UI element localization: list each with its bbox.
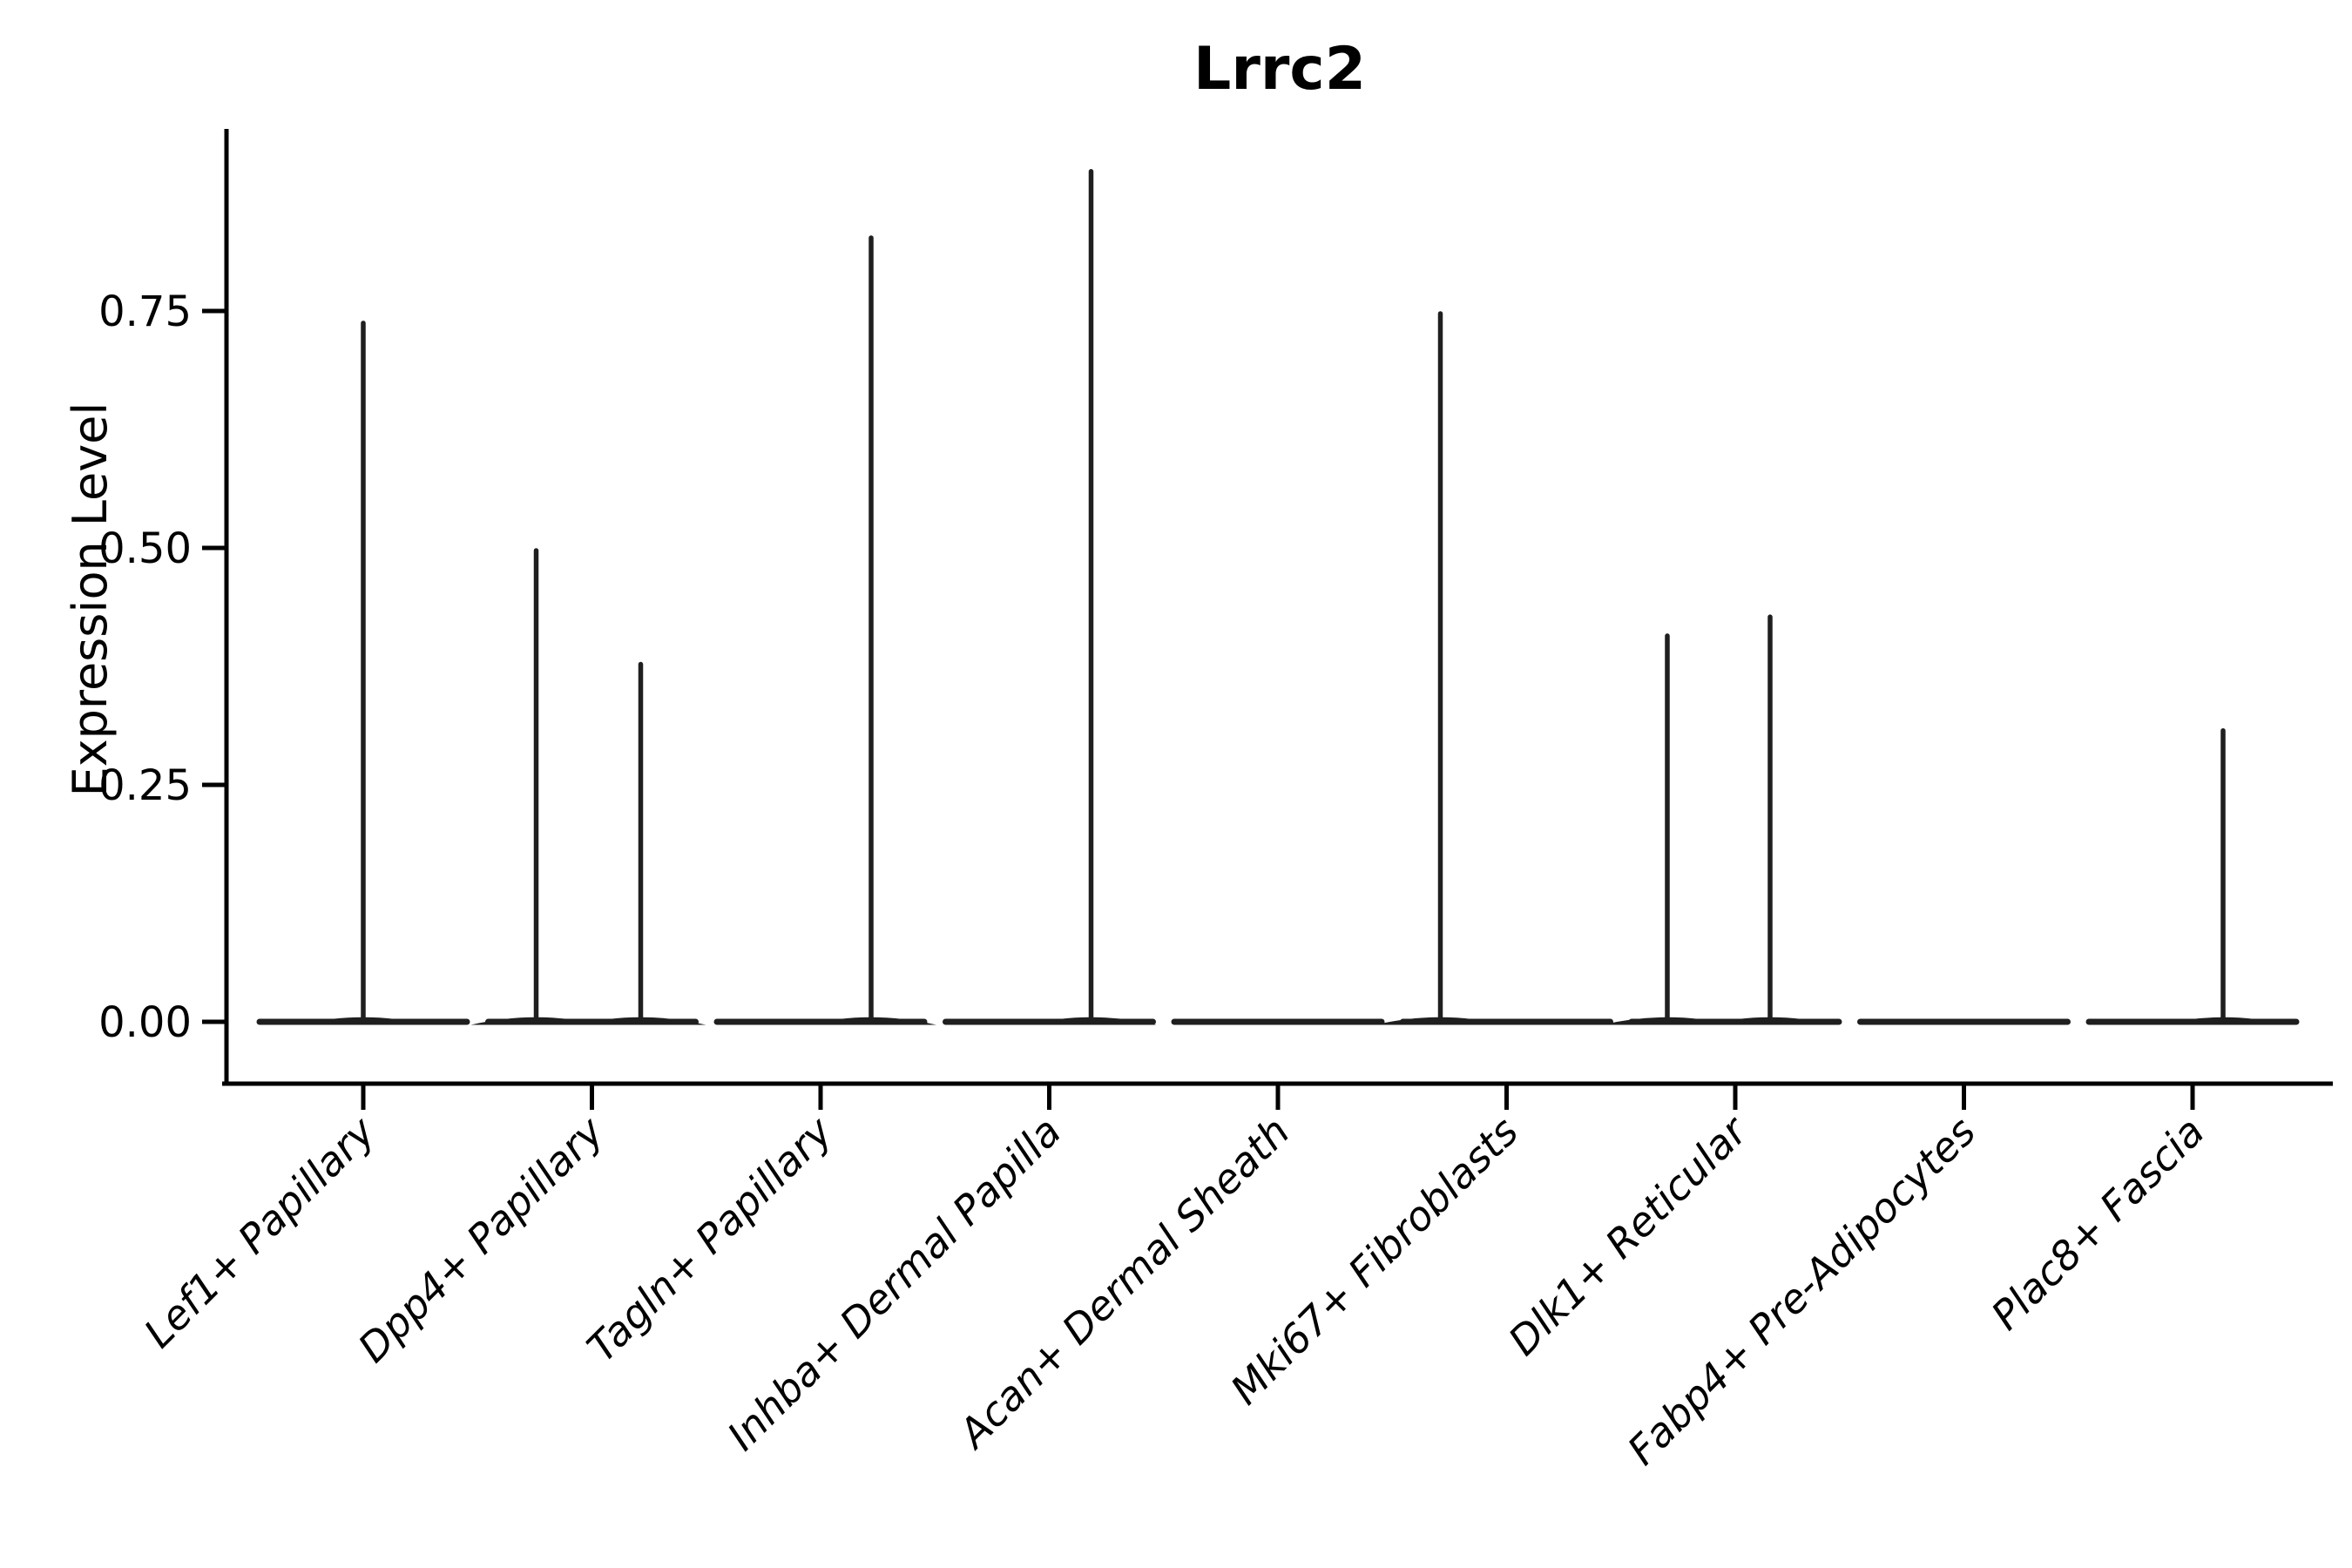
violin-4 (943, 169, 1157, 1025)
y-axis-ticks: 0.00 0.25 0.50 0.75 (98, 287, 225, 1047)
violins-layer (256, 169, 2300, 1025)
y-tick-label: 0.75 (98, 287, 192, 336)
violin-7 (1602, 614, 1842, 1025)
violin-6 (1375, 311, 1613, 1025)
violin-9 (2085, 727, 2300, 1025)
y-tick-label: 0.50 (98, 524, 192, 573)
x-tick-label-3: Tagln+ Papillary (578, 1107, 841, 1371)
x-tick-label-2: Dpp4+ Papillary (349, 1107, 613, 1371)
x-tick-label-9: Plac8+ Fascia (1982, 1108, 2213, 1339)
chart-title: Lrrc2 (1193, 35, 1366, 104)
violin-2 (470, 548, 706, 1025)
violin-3 (713, 235, 936, 1025)
x-tick-label-1: Lef1+ Papillary (135, 1107, 384, 1356)
x-tick-label-7: Dlk1+ Reticular (1499, 1105, 1758, 1364)
y-tick-label: 0.25 (98, 761, 192, 810)
y-axis-label: Expression Level (63, 402, 118, 797)
y-tick-label: 0.00 (98, 998, 192, 1047)
violin-1 (256, 321, 470, 1025)
